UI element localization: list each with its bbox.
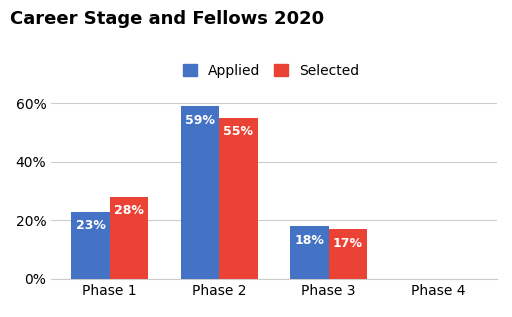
Text: Career Stage and Fellows 2020: Career Stage and Fellows 2020 [10, 10, 325, 28]
Bar [219, 118, 258, 279]
Bar [181, 106, 219, 279]
Text: 59%: 59% [185, 113, 215, 126]
Text: 55%: 55% [223, 125, 253, 138]
Text: 28%: 28% [114, 204, 144, 217]
Legend: Applied, Selected: Applied, Selected [183, 64, 359, 78]
Bar [329, 229, 367, 279]
Text: 18%: 18% [294, 234, 325, 247]
Text: 23%: 23% [76, 219, 105, 232]
Bar [72, 212, 110, 279]
Bar [110, 197, 148, 279]
Bar [290, 226, 329, 279]
Text: 17%: 17% [333, 236, 363, 249]
